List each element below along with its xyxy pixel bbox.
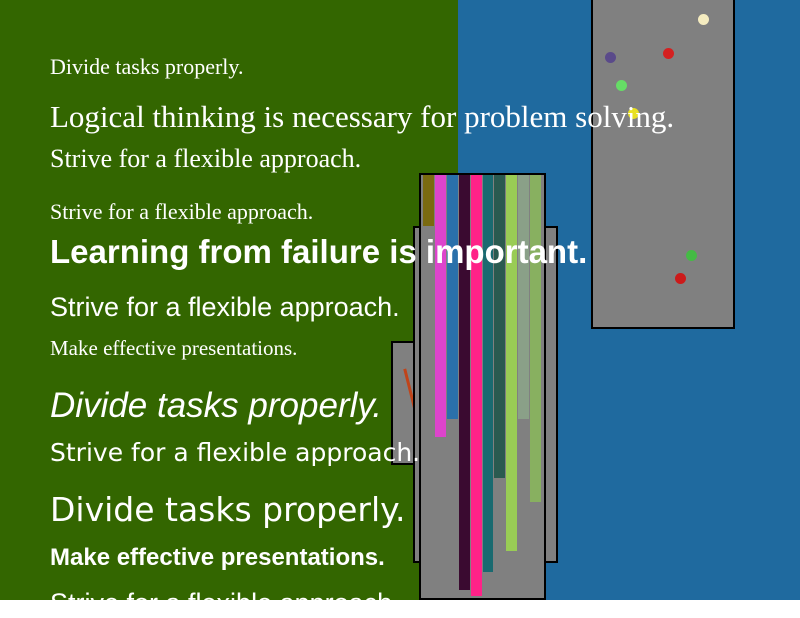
stripe-10 [530, 175, 541, 502]
text-line-5: Learning from failure is important. [50, 235, 587, 268]
text-line-4: Strive for a flexible approach. [50, 201, 313, 223]
dot-6 [686, 250, 697, 261]
dot-7 [675, 273, 686, 284]
dot-2 [605, 52, 616, 63]
text-line-2: Logical thinking is necessary for proble… [50, 101, 674, 132]
stripe-9 [518, 175, 529, 419]
stripe-1 [423, 175, 434, 226]
text-line-9: Strive for a flexible approach. [50, 440, 420, 465]
dot-1 [698, 14, 709, 25]
dot-3 [663, 48, 674, 59]
dot-4 [616, 80, 627, 91]
stripe-7 [494, 175, 505, 478]
text-line-1: Divide tasks properly. [50, 56, 243, 78]
text-line-10: Divide tasks properly. [50, 493, 405, 526]
stripe-3 [447, 175, 458, 419]
text-line-6: Strive for a flexible approach. [50, 294, 400, 321]
text-line-11: Make effective presentations. [50, 546, 385, 570]
text-line-7: Make effective presentations. [50, 338, 297, 359]
stripe-8 [506, 175, 517, 551]
stripe-2 [435, 175, 446, 437]
text-line-8: Divide tasks properly. [50, 388, 382, 423]
text-line-3: Strive for a flexible approach. [50, 146, 361, 172]
text-line-12: Strive for a flexible approach. [50, 590, 400, 617]
